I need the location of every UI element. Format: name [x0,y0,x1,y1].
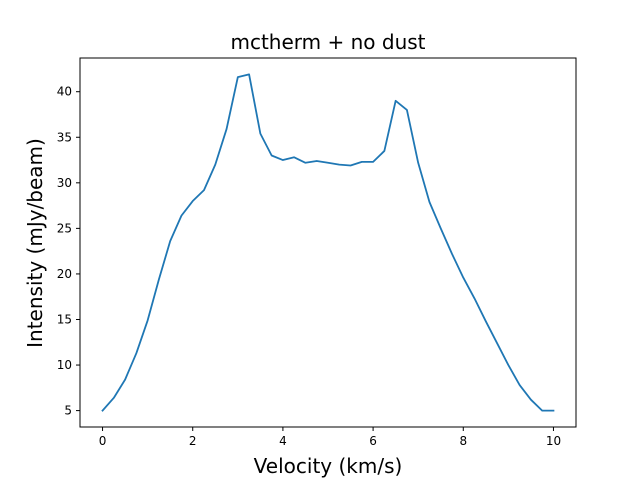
y-axis-label: Intensity (mJy/beam) [23,138,47,348]
y-tick-label: 25 [57,221,72,235]
x-tick-label: 4 [279,434,287,448]
plot-frame [79,57,577,428]
y-tick-label: 10 [57,358,72,372]
x-tick-label: 0 [99,434,107,448]
plot-area: 0 2 4 6 8 10 5 10 15 20 25 30 35 40 [57,57,577,448]
y-tick-label: 30 [57,176,72,190]
y-tick-label: 35 [57,130,72,144]
y-tick-label: 5 [64,404,72,418]
x-tick-label: 6 [369,434,377,448]
x-tick-label: 10 [546,434,561,448]
y-tick-label: 15 [57,312,72,326]
chart-title: mctherm + no dust [230,30,425,54]
x-axis-label: Velocity (km/s) [254,454,403,478]
x-tick-label: 8 [459,434,467,448]
y-tick-label: 40 [57,85,72,99]
series-line-0 [101,73,555,412]
x-tick-label: 2 [189,434,197,448]
y-tick-label: 20 [57,267,72,281]
